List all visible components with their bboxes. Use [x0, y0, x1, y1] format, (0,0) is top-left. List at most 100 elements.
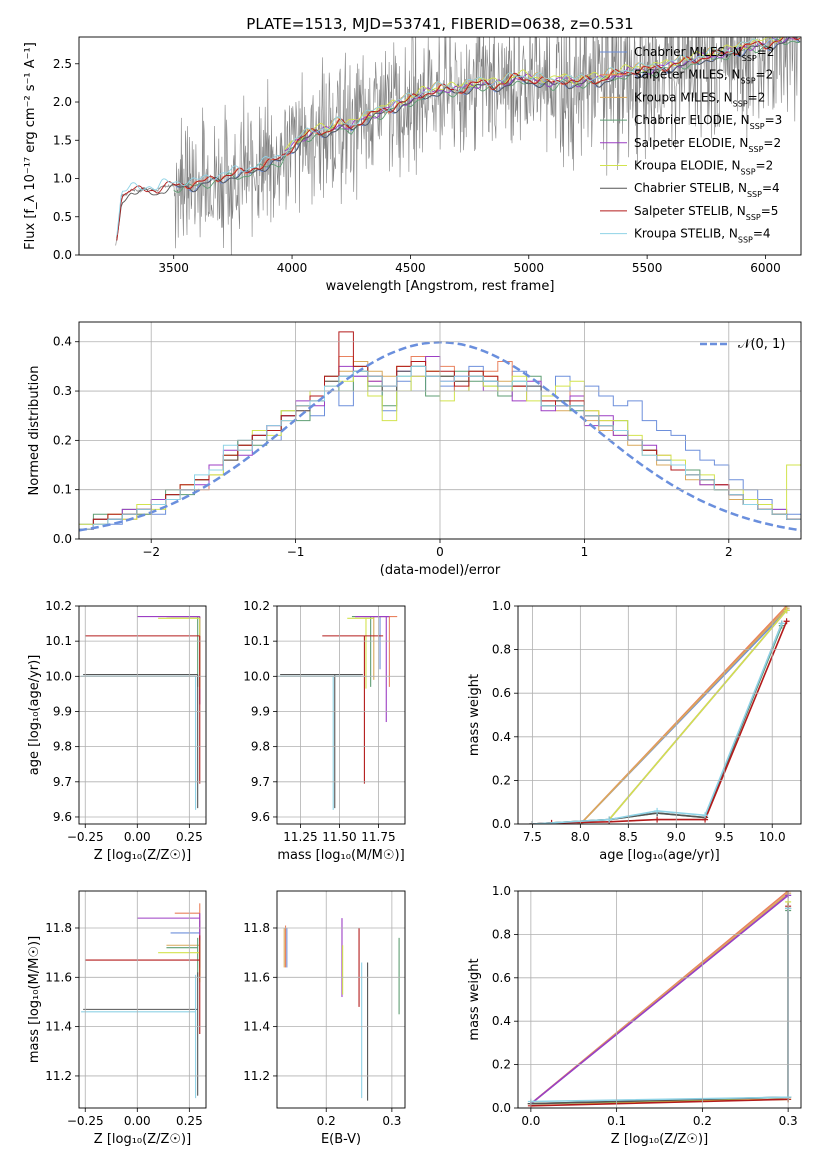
x-tick-label: 0.00 [124, 1114, 151, 1128]
plot-area [81, 903, 201, 1099]
legend-label: Kroupa MILES, NSSP=2 [634, 90, 765, 108]
y-tick-label: 0.3 [53, 384, 72, 398]
x-axis-label: Z [log₁₀(Z/Z☉)] [94, 848, 191, 863]
y-axis-label: mass weight [467, 674, 482, 756]
panel-age-vs-mass: 11.25 11.50 11.75 9.6 9.7 9.8 9.9 10.0 10.1 10.2 m… [243, 599, 406, 863]
y-tick-label: 0.4 [492, 730, 511, 744]
x-tick-label: 0.25 [176, 830, 203, 844]
axes-frame [78, 890, 207, 1109]
weight-line [530, 894, 789, 1105]
legend-label: Chabrier MILES, NSSP=2 [634, 45, 774, 63]
weight-marker [783, 618, 790, 625]
legend-label: Chabrier ELODIE, NSSP=3 [634, 113, 782, 131]
x-axis-label: Z [log₁₀(Z/Z☉)] [94, 1132, 191, 1147]
y-tick-label: 10.0 [45, 669, 72, 683]
y-tick-label: 9.7 [251, 775, 270, 789]
axes-frame [78, 36, 802, 256]
axes-frame [78, 321, 802, 540]
x-axis-label: mass [log₁₀(M/M☉)] [277, 848, 404, 863]
y-tick-label: 0.5 [53, 210, 72, 224]
y-tick-label: 10.1 [45, 634, 72, 648]
x-tick-label: 9.5 [715, 830, 734, 844]
errorbar-point [364, 615, 390, 670]
errorbar-point [83, 972, 199, 1096]
weight-marker [783, 607, 790, 614]
y-tick-label: 9.9 [251, 704, 270, 718]
plot-area [283, 918, 400, 1101]
x-tick-label: −1 [287, 545, 305, 559]
plot-area [278, 615, 398, 810]
errorbar-point [137, 913, 201, 968]
x-tick-label: −0.25 [67, 830, 104, 844]
y-tick-label: 0.8 [492, 643, 511, 657]
y-tick-label: 11.2 [45, 1069, 72, 1083]
y-tick-label: 0.6 [492, 686, 511, 700]
x-axis-label: E(B-V) [321, 1132, 361, 1147]
plot-area [529, 606, 790, 824]
y-tick-label: 0.1 [53, 483, 72, 497]
axes-frame [517, 890, 802, 1109]
x-tick-label: 0.25 [176, 1114, 203, 1128]
y-axis-label: mass [log₁₀(M/M☉)] [27, 936, 42, 1063]
y-tick-label: 9.6 [53, 810, 72, 824]
y-axis-label: Normed distribution [27, 366, 42, 496]
x-tick-label: 8.0 [571, 830, 590, 844]
x-tick-label: 4000 [277, 261, 308, 275]
x-tick-label: 0.0 [521, 1114, 540, 1128]
x-tick-label: 0.2 [693, 1114, 712, 1128]
model-spectrum-line [116, 37, 794, 236]
x-axis-label: (data-model)/error [380, 563, 501, 578]
x-axis-label: wavelength [Angstrom, rest frame] [326, 279, 555, 294]
y-tick-label: 2.0 [53, 95, 72, 109]
axes-frame [78, 605, 207, 825]
legend: Chabrier MILES, NSSP=2 Salpeter MILES, NS… [600, 45, 782, 244]
weight-marker [778, 620, 785, 627]
y-tick-label: 11.2 [243, 1069, 270, 1083]
errorbar-point [85, 935, 201, 1035]
panel-age-vs-Z: −0.25 0.00 0.25 9.6 9.7 9.8 9.9 10.0 10.1 10.2 Z [… [27, 599, 207, 863]
plot-area [115, 37, 801, 255]
y-tick-label: 11.4 [243, 1020, 270, 1034]
legend-label: Kroupa ELODIE, NSSP=2 [634, 159, 773, 177]
y-tick-label: 11.8 [243, 921, 270, 935]
y-tick-label: 0.0 [53, 248, 72, 262]
errorbar-point [137, 615, 201, 705]
y-tick-label: 9.8 [53, 740, 72, 754]
errorbar-point [166, 932, 201, 975]
legend-label: Salpeter ELODIE, NSSP=2 [634, 136, 781, 154]
errorbar-point [166, 937, 199, 978]
x-tick-label: 0.3 [779, 1114, 798, 1128]
errorbar-point [83, 674, 199, 809]
x-tick-label: 10.0 [759, 830, 786, 844]
x-tick-label: 9.0 [667, 830, 686, 844]
errorbar-point [81, 974, 197, 1099]
axes-frame [517, 605, 802, 825]
errorbar-point [81, 675, 197, 810]
x-tick-label: 11.50 [322, 830, 356, 844]
weight-marker [606, 816, 613, 823]
x-tick-label: 5000 [513, 261, 544, 275]
y-tick-label: 10.2 [45, 599, 72, 613]
x-axis-label: age [log₁₀(age/yr)] [599, 848, 720, 863]
weight-line [530, 908, 789, 1105]
y-tick-label: 0.0 [492, 817, 511, 831]
errorbar-point [347, 617, 374, 689]
axes-frame [276, 605, 406, 825]
y-tick-label: 11.6 [243, 970, 270, 984]
errorbar-point [170, 615, 201, 670]
y-tick-label: 1.0 [492, 599, 511, 613]
y-tick-label: 10.1 [243, 634, 270, 648]
x-tick-label: 0.3 [382, 1114, 401, 1128]
x-tick-label: 11.25 [283, 830, 317, 844]
model-spectrum-line [284, 37, 784, 150]
y-tick-label: 0.4 [53, 335, 72, 349]
y-axis-label: mass weight [467, 958, 482, 1040]
y-tick-label: 0.2 [492, 773, 511, 787]
model-spectrum-line [116, 37, 801, 239]
plot-area [527, 891, 792, 1108]
weight-line [608, 609, 788, 821]
y-tick-label: 1.0 [53, 172, 72, 186]
errorbar-point [166, 615, 201, 680]
y-axis-label: age [log₁₀(age/yr)] [27, 655, 42, 776]
weight-marker [654, 807, 661, 814]
